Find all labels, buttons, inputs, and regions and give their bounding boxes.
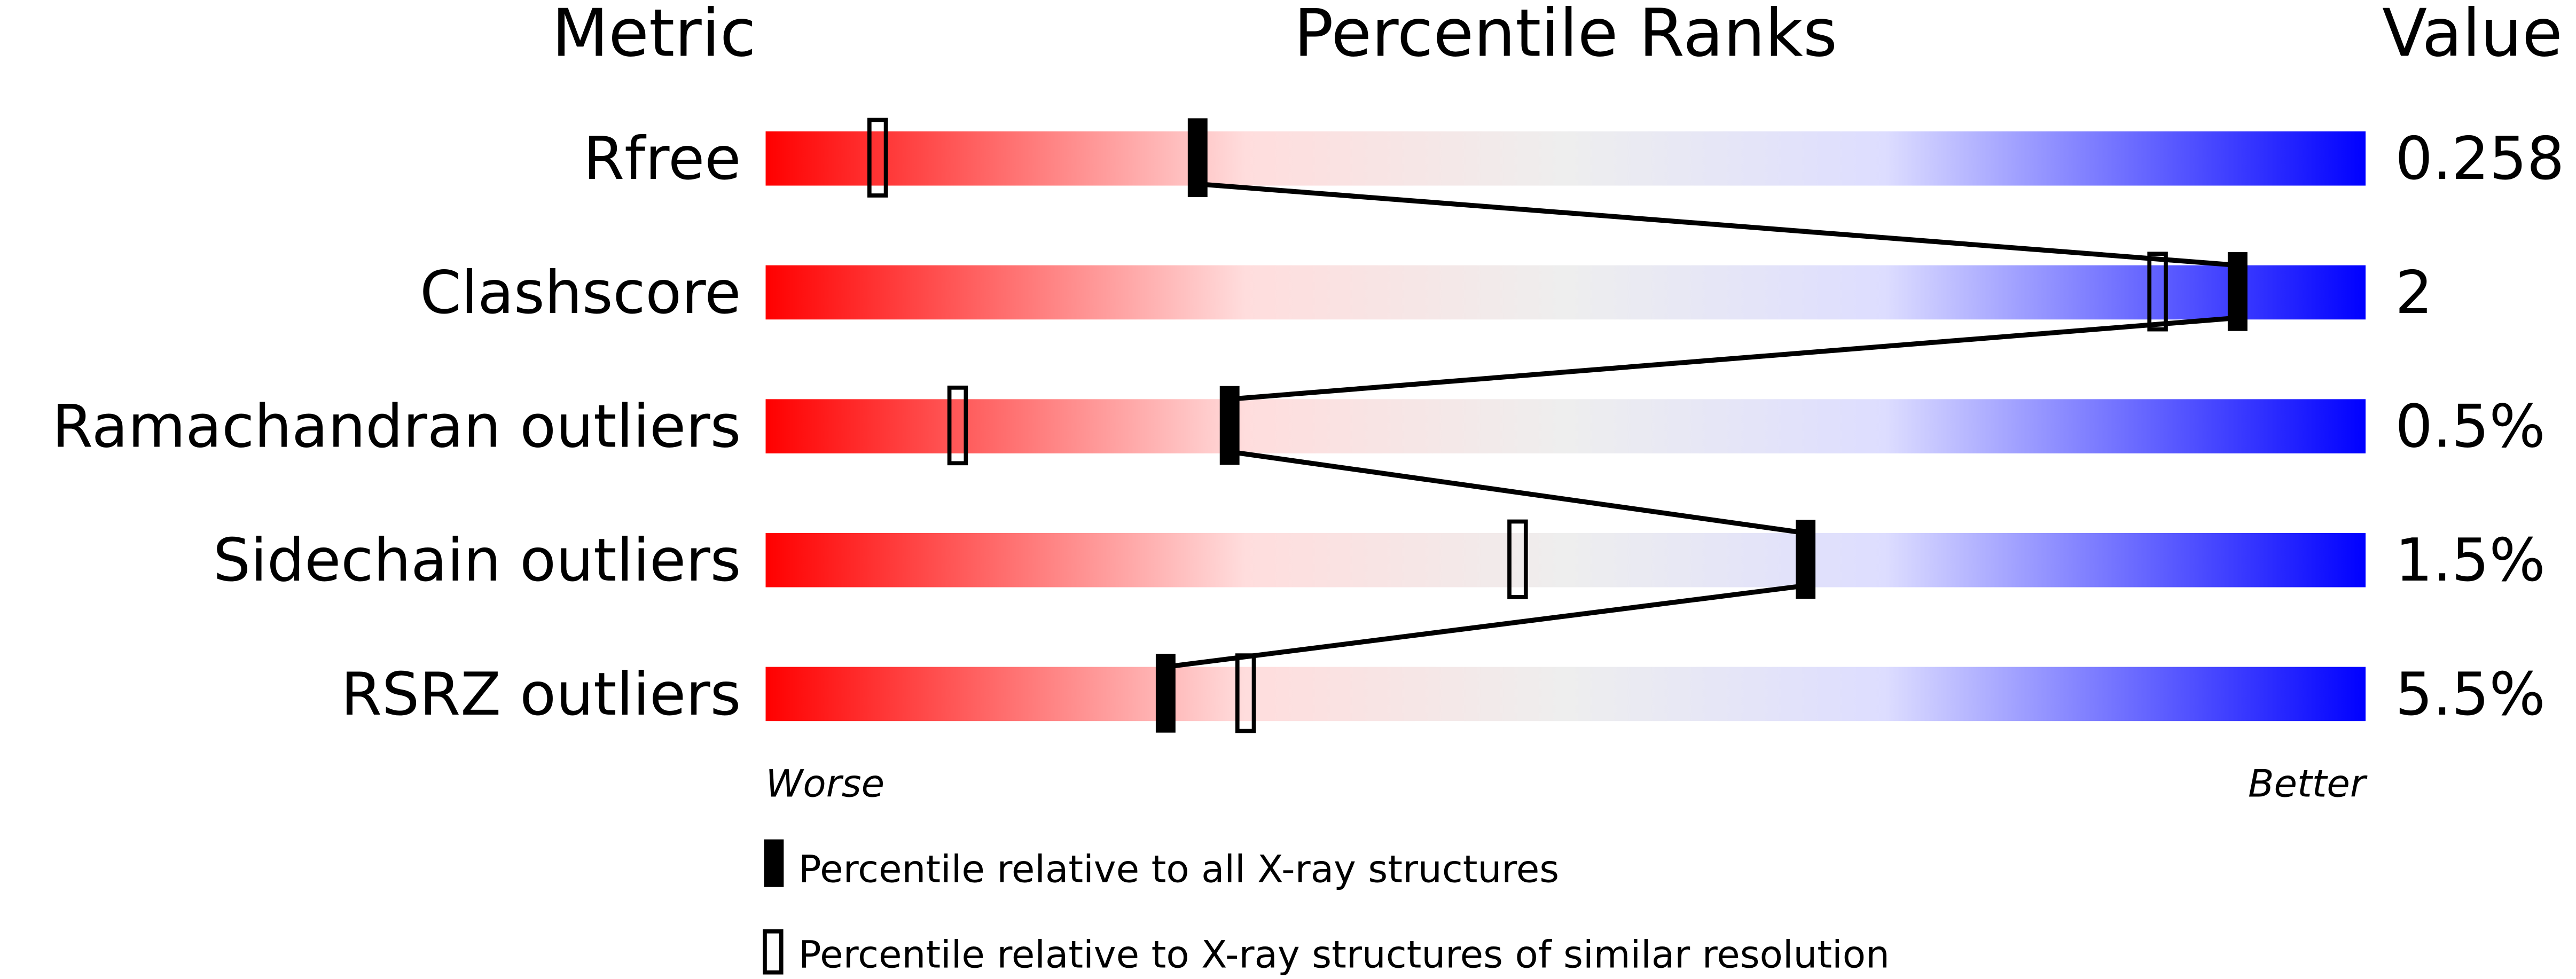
- metric-value: 0.5%: [2395, 393, 2545, 461]
- metric-label: Clashscore: [420, 259, 741, 327]
- legend-all-label: Percentile relative to all X-ray structu…: [798, 847, 1559, 891]
- legend-open-marker: [763, 929, 784, 975]
- similar-resolution-marker: [867, 118, 888, 198]
- metric-label: RSRZ outliers: [341, 660, 741, 729]
- all-structures-marker: [1219, 386, 1240, 465]
- all-structures-marker: [1155, 654, 1176, 733]
- similar-resolution-marker: [1507, 519, 1528, 599]
- connector-line: [1197, 181, 2238, 268]
- all-structures-marker: [1796, 520, 1816, 599]
- header-metric: Metric: [552, 0, 756, 72]
- all-structures-marker: [1187, 118, 1208, 198]
- metric-label: Ramachandran outliers: [52, 393, 741, 461]
- similar-resolution-marker: [2147, 252, 2168, 332]
- worse-label: Worse: [765, 762, 884, 806]
- header-percentile-ranks: Percentile Ranks: [1294, 0, 1837, 72]
- connector-line: [1229, 449, 1806, 536]
- legend-similar-label: Percentile relative to X-ray structures …: [798, 932, 1890, 976]
- metric-label: Sidechain outliers: [213, 526, 741, 595]
- similar-resolution-marker: [1235, 653, 1256, 733]
- percentile-bar: [765, 533, 2366, 588]
- metric-value: 5.5%: [2395, 660, 2545, 729]
- metric-value: 2: [2395, 259, 2432, 327]
- metric-label: Rfree: [583, 124, 741, 193]
- connector-line: [1165, 583, 1806, 670]
- percentile-bar: [765, 667, 2366, 722]
- percentile-bar: [765, 265, 2366, 320]
- legend-filled-marker: [764, 839, 784, 887]
- metric-value: 0.258: [2395, 124, 2564, 193]
- connector-line: [1229, 315, 2238, 402]
- header-value: Value: [2382, 0, 2563, 72]
- percentile-bar: [765, 399, 2366, 453]
- metric-value: 1.5%: [2395, 526, 2545, 595]
- similar-resolution-marker: [947, 385, 968, 466]
- better-label: Better: [2248, 762, 2368, 806]
- all-structures-marker: [2227, 252, 2248, 331]
- percentile-bar: [765, 131, 2366, 186]
